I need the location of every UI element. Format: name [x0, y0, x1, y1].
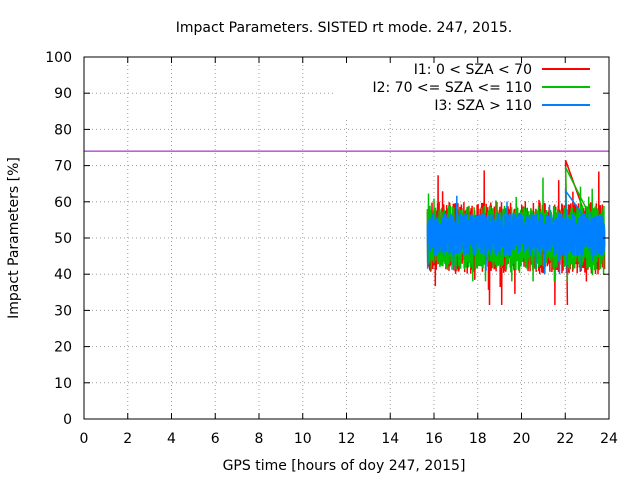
x-tick-label: 12 [338, 431, 356, 447]
x-axis-label: GPS time [hours of doy 247, 2015] [223, 458, 466, 474]
y-tick-label: 50 [54, 231, 72, 247]
y-tick-label: 80 [54, 122, 72, 138]
y-tick-label: 20 [54, 340, 72, 356]
y-tick-label: 60 [54, 195, 72, 211]
x-tick-label: 20 [513, 431, 531, 447]
grid [84, 57, 609, 419]
x-tick-label: 0 [80, 431, 89, 447]
series-line-3 [426, 188, 606, 275]
legend-label-1: I1: 0 < SZA < 70 [414, 62, 532, 78]
chart-title: Impact Parameters. SISTED rt mode. 247, … [176, 20, 512, 36]
x-tick-label: 10 [294, 431, 312, 447]
y-tick-label: 30 [54, 303, 72, 319]
y-tick-label: 10 [54, 376, 72, 392]
y-tick-label: 0 [63, 412, 72, 428]
x-tick-label: 2 [123, 431, 132, 447]
x-tick-label: 14 [381, 431, 399, 447]
legend-label-3: I3: SZA > 110 [434, 98, 532, 114]
x-tick-label: 8 [255, 431, 264, 447]
series-group [426, 159, 606, 306]
legend-label-2: I2: 70 <= SZA <= 110 [372, 80, 532, 96]
x-tick-label: 22 [556, 431, 574, 447]
legend: I1: 0 < SZA < 70 I2: 70 <= SZA <= 110 I3: … [372, 62, 590, 114]
x-tick-label: 4 [167, 431, 176, 447]
axes: 0 2 4 6 8 10 12 14 16 18 20 22 240102030405060708090… [45, 50, 618, 447]
y-tick-label: 90 [54, 86, 72, 102]
x-tick-label: 24 [600, 431, 618, 447]
y-tick-label: 40 [54, 267, 72, 283]
y-tick-label: 100 [45, 50, 72, 66]
y-axis-label: Impact Parameters [%] [6, 157, 22, 319]
x-tick-label: 6 [211, 431, 220, 447]
x-tick-label: 18 [469, 431, 487, 447]
x-tick-label: 16 [425, 431, 443, 447]
y-tick-label: 70 [54, 159, 72, 175]
